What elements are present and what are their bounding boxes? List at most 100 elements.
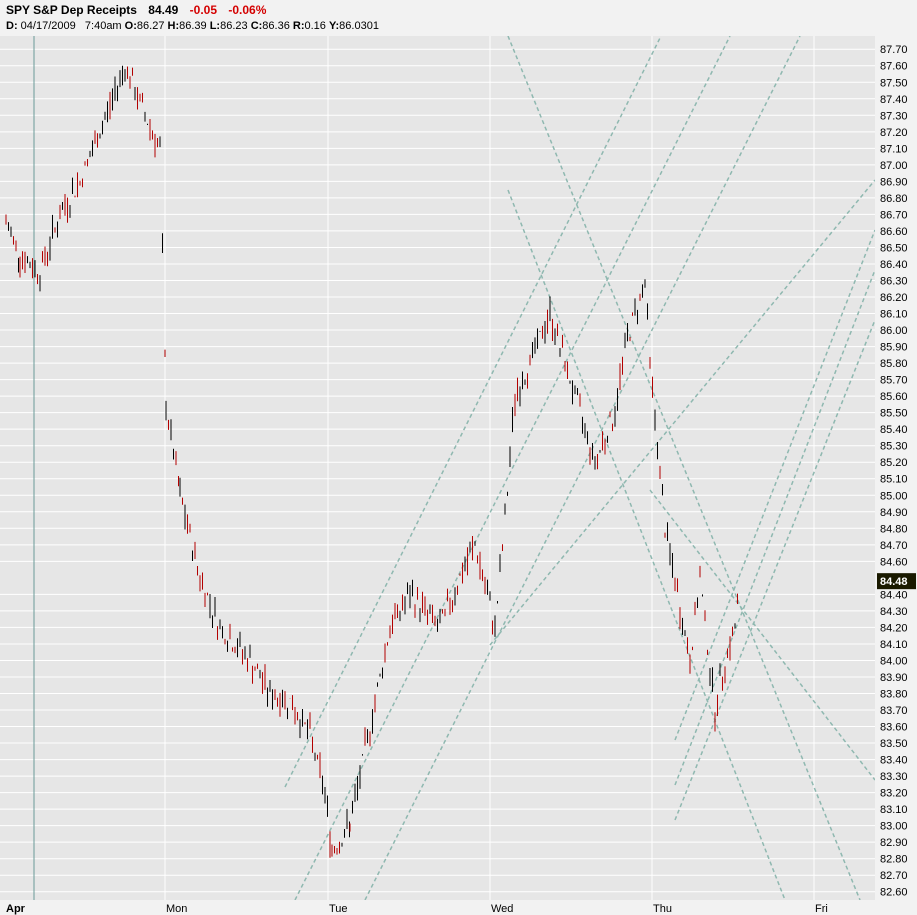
low-label: L: bbox=[209, 20, 221, 32]
current-price-tag: 84.48 bbox=[877, 573, 916, 590]
close-label: C: bbox=[250, 20, 263, 32]
y-tick-label: 84.20 bbox=[880, 622, 908, 634]
y-tick-label: 86.10 bbox=[880, 309, 908, 321]
trendline bbox=[674, 319, 876, 821]
range-value: 0.16 bbox=[304, 20, 326, 32]
y-tick-label: 87.20 bbox=[880, 127, 908, 139]
y-tick-label: 85.20 bbox=[880, 457, 908, 469]
y-label: Y: bbox=[328, 20, 340, 32]
y-tick-label: 87.10 bbox=[880, 143, 908, 155]
y-tick-label: 83.60 bbox=[880, 722, 908, 734]
open-label: O: bbox=[124, 20, 137, 32]
x-axis-panel bbox=[0, 900, 917, 915]
y-tick-label: 83.90 bbox=[880, 672, 908, 684]
range-label: R: bbox=[292, 20, 305, 32]
y-tick-label: 83.50 bbox=[880, 738, 908, 750]
y-tick-label: 86.00 bbox=[880, 325, 908, 337]
bar-info-line: D: 04/17/2009 7:40am O:86.27 H:86.39 L:8… bbox=[6, 20, 379, 32]
x-tick-label: Tue bbox=[329, 903, 348, 915]
y-tick-label: 87.50 bbox=[880, 77, 908, 89]
y-tick-label: 84.90 bbox=[880, 507, 908, 519]
y-axis[interactable]: 87.70 87.60 87.50 87.40 87.30 87.20 87.10 87.00… bbox=[880, 44, 908, 899]
y-value: 86.0301 bbox=[339, 20, 379, 32]
close-value: 86.36 bbox=[262, 20, 290, 32]
y-tick-label: 85.80 bbox=[880, 358, 908, 370]
y-tick-label: 86.70 bbox=[880, 209, 908, 221]
y-tick-label: 85.60 bbox=[880, 391, 908, 403]
trendlines bbox=[284, 35, 876, 901]
x-tick-label: Apr bbox=[6, 903, 26, 915]
y-tick-label: 85.50 bbox=[880, 408, 908, 420]
y-tick-label: 87.60 bbox=[880, 61, 908, 73]
bar-date: 04/17/2009 bbox=[20, 20, 76, 32]
bar-time: 7:40am bbox=[84, 20, 122, 32]
y-tick-label: 85.70 bbox=[880, 375, 908, 387]
gridlines bbox=[0, 36, 875, 900]
y-tick-label: 87.70 bbox=[880, 44, 908, 56]
y-tick-label: 86.60 bbox=[880, 226, 908, 238]
y-tick-label: 83.00 bbox=[880, 821, 908, 833]
x-tick-label: Thu bbox=[653, 903, 672, 915]
y-tick-label: 83.30 bbox=[880, 771, 908, 783]
y-tick-label: 83.70 bbox=[880, 705, 908, 717]
quote-line: SPY S&P Dep Receipts 84.49 -0.05 -0.06% bbox=[6, 3, 266, 17]
y-tick-label: 86.20 bbox=[880, 292, 908, 304]
last-price: 84.49 bbox=[148, 3, 179, 17]
y-tick-label: 86.40 bbox=[880, 259, 908, 271]
y-tick-label: 87.00 bbox=[880, 160, 908, 172]
y-tick-label: 86.90 bbox=[880, 176, 908, 188]
y-tick-label: 84.10 bbox=[880, 639, 908, 651]
y-tick-label: 86.50 bbox=[880, 242, 908, 254]
trendline bbox=[364, 35, 801, 901]
y-tick-label: 86.30 bbox=[880, 275, 908, 287]
y-tick-label: 84.40 bbox=[880, 589, 908, 601]
y-tick-label: 87.30 bbox=[880, 110, 908, 122]
y-tick-label: 82.60 bbox=[880, 887, 908, 899]
x-tick-label: Wed bbox=[491, 903, 513, 915]
y-tick-label: 83.10 bbox=[880, 804, 908, 816]
date-label: D: bbox=[6, 20, 18, 32]
high-value: 86.39 bbox=[179, 20, 207, 32]
price-bars bbox=[5, 65, 738, 858]
x-axis[interactable]: Apr Mon Tue Wed Thu Fri bbox=[6, 903, 828, 915]
y-tick-label: 82.80 bbox=[880, 854, 908, 866]
x-tick-label: Mon bbox=[166, 903, 187, 915]
open-value: 86.27 bbox=[136, 20, 165, 32]
y-tick-label: 85.30 bbox=[880, 441, 908, 453]
y-tick-label: 84.60 bbox=[880, 556, 908, 568]
price-change-percent: -0.06% bbox=[228, 3, 267, 17]
trendline bbox=[674, 229, 876, 741]
y-tick-label: 85.10 bbox=[880, 474, 908, 486]
symbol-name: SPY S&P Dep Receipts bbox=[6, 3, 137, 17]
y-tick-label: 84.80 bbox=[880, 523, 908, 535]
y-tick-label: 84.70 bbox=[880, 540, 908, 552]
trendline bbox=[649, 489, 876, 781]
y-tick-label: 83.80 bbox=[880, 688, 908, 700]
trendline bbox=[507, 35, 861, 901]
trendline bbox=[507, 189, 786, 901]
y-tick-label: 85.00 bbox=[880, 490, 908, 502]
price-change: -0.05 bbox=[189, 3, 218, 17]
y-axis-panel bbox=[875, 36, 917, 900]
y-tick-label: 84.00 bbox=[880, 655, 908, 667]
y-tick-label: 83.40 bbox=[880, 755, 908, 767]
low-value: 86.23 bbox=[220, 20, 248, 32]
trendline bbox=[294, 35, 731, 901]
y-tick-label: 85.90 bbox=[880, 342, 908, 354]
trendline bbox=[489, 179, 876, 646]
high-label: H: bbox=[167, 20, 180, 32]
x-tick-label: Fri bbox=[815, 903, 828, 915]
y-tick-label: 82.90 bbox=[880, 837, 908, 849]
y-tick-label: 83.20 bbox=[880, 788, 908, 800]
y-tick-label: 87.40 bbox=[880, 94, 908, 106]
price-tag-box bbox=[877, 573, 916, 590]
y-tick-label: 84.30 bbox=[880, 606, 908, 618]
chart-header: SPY S&P Dep Receipts 84.49 -0.05 -0.06% … bbox=[0, 0, 917, 36]
plot-area bbox=[0, 36, 875, 900]
trendline bbox=[674, 269, 876, 786]
price-tag-label: 84.48 bbox=[880, 576, 908, 588]
y-tick-label: 86.80 bbox=[880, 193, 908, 205]
y-tick-label: 85.40 bbox=[880, 424, 908, 436]
y-tick-label: 82.70 bbox=[880, 870, 908, 882]
